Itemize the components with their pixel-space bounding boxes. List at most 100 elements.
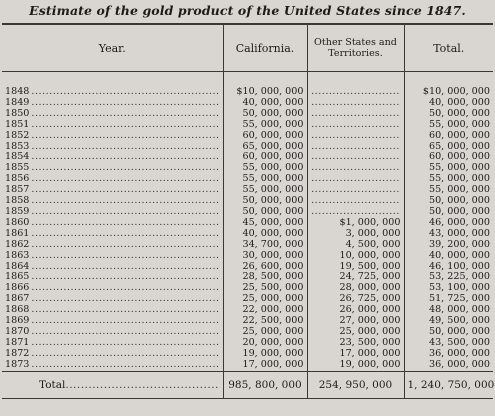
year-cell: 1859 bbox=[5, 206, 30, 217]
total-cell: 50, 000, 000 bbox=[403, 206, 493, 218]
leader-dots: ........................................… bbox=[31, 228, 220, 239]
table-body: 1848....................................… bbox=[2, 71, 493, 372]
header-california: California. bbox=[222, 23, 307, 72]
table-row: 1858....................................… bbox=[2, 196, 493, 207]
other-states-cell: 3, 000, 000 bbox=[306, 228, 404, 240]
table-row: 1865....................................… bbox=[2, 272, 493, 284]
table-row: 1854....................................… bbox=[2, 152, 493, 164]
leader-dots: ........................................… bbox=[31, 294, 220, 305]
total-california: 985, 800, 000 bbox=[222, 370, 307, 399]
total-cell: 55, 000, 000 bbox=[403, 163, 493, 175]
year-cell: 1856 bbox=[5, 174, 30, 185]
table-row: 1866....................................… bbox=[2, 283, 493, 295]
leader-dots: ........................................… bbox=[31, 283, 220, 294]
gold-product-table: Year. California. Other States and Terri… bbox=[2, 23, 494, 399]
california-cell: 40, 000, 000 bbox=[222, 97, 307, 109]
other-states-cell: 19, 000, 000 bbox=[306, 359, 404, 372]
table-row: 1850....................................… bbox=[2, 108, 493, 120]
total-label: Total bbox=[39, 378, 66, 391]
total-cell: 55, 000, 000 bbox=[403, 119, 493, 131]
year-cell: 1849 bbox=[5, 97, 30, 108]
total-cell: 40, 000, 000 bbox=[403, 97, 493, 109]
table-row: 1851....................................… bbox=[2, 119, 493, 131]
leader-dots: ........................................… bbox=[31, 326, 220, 337]
total-cell: 50, 000, 000 bbox=[403, 108, 493, 120]
other-states-cell: 10, 000, 000 bbox=[306, 250, 404, 262]
year-cell: 1852 bbox=[5, 130, 30, 141]
year-cell: 1862 bbox=[5, 239, 30, 250]
spacer-row bbox=[2, 71, 493, 87]
year-cell: 1863 bbox=[5, 250, 30, 261]
california-cell: 55, 000, 000 bbox=[222, 163, 307, 175]
total-cell: 53, 100, 000 bbox=[403, 283, 493, 295]
header-row: Year. California. Other States and Terri… bbox=[2, 23, 493, 72]
table-row: 1860....................................… bbox=[2, 217, 493, 229]
year-cell: 1853 bbox=[5, 141, 30, 152]
california-cell: 60, 000, 000 bbox=[222, 130, 307, 142]
total-cell: 55, 000, 000 bbox=[403, 174, 493, 186]
other-states-cell: 25, 000, 000 bbox=[306, 326, 404, 338]
total-cell: 46, 000, 000 bbox=[403, 217, 493, 229]
total-cell: 65, 000, 000 bbox=[403, 141, 493, 153]
other-states-empty-dots: ......................... bbox=[306, 130, 404, 142]
total-cell: 60, 000, 000 bbox=[403, 152, 493, 164]
leader-dots: ........................................… bbox=[31, 359, 220, 370]
leader-dots: ........................................… bbox=[31, 261, 220, 272]
total-cell: $10, 000, 000 bbox=[403, 87, 493, 98]
california-cell: 40, 000, 000 bbox=[222, 228, 307, 240]
other-states-cell: $1, 000, 000 bbox=[306, 217, 404, 229]
california-cell: 55, 000, 000 bbox=[222, 185, 307, 197]
year-cell: 1871 bbox=[5, 337, 30, 348]
leader-dots: ........................................… bbox=[31, 239, 220, 250]
leader-dots: ........................................… bbox=[31, 141, 220, 152]
total-cell: 51, 725, 000 bbox=[403, 294, 493, 306]
leader-dots: ........................................… bbox=[31, 250, 220, 261]
year-cell: 1860 bbox=[5, 217, 30, 228]
other-states-empty-dots: ......................... bbox=[306, 174, 404, 186]
california-cell: 30, 000, 000 bbox=[222, 250, 307, 262]
table-row: 1864....................................… bbox=[2, 261, 493, 273]
table-row: 1852....................................… bbox=[2, 130, 493, 142]
other-states-empty-dots: ......................... bbox=[306, 152, 404, 164]
total-cell: 40, 000, 000 bbox=[403, 250, 493, 262]
table-row: 1873....................................… bbox=[2, 359, 493, 372]
table-row: 1861....................................… bbox=[2, 228, 493, 240]
leader-dots: ........................................… bbox=[31, 87, 220, 97]
total-cell: 36, 000, 000 bbox=[403, 348, 493, 360]
leader-dots: ........................................… bbox=[31, 97, 220, 108]
header-other-states: Other States and Territories. bbox=[306, 23, 404, 72]
year-cell: 1870 bbox=[5, 326, 30, 337]
other-states-cell: 28, 000, 000 bbox=[306, 283, 404, 295]
leader-dots: ........................................… bbox=[31, 316, 220, 327]
other-states-empty-dots: ......................... bbox=[306, 97, 404, 109]
california-cell: 45, 000, 000 bbox=[222, 217, 307, 229]
total-cell: 53, 225, 000 bbox=[403, 272, 493, 284]
table-title: Estimate of the gold product of the Unit… bbox=[29, 3, 466, 18]
year-cell: 1851 bbox=[5, 119, 30, 130]
total-cell: 43, 500, 000 bbox=[403, 337, 493, 349]
total-cell: 50, 000, 000 bbox=[403, 196, 493, 207]
other-states-empty-dots: ......................... bbox=[306, 163, 404, 175]
other-states-empty-dots: ......................... bbox=[306, 87, 404, 98]
other-states-cell: 27, 000, 000 bbox=[306, 316, 404, 327]
other-states-cell: 17, 000, 000 bbox=[306, 348, 404, 360]
year-cell: 1858 bbox=[5, 196, 30, 207]
table-row: 1857....................................… bbox=[2, 185, 493, 197]
total-cell: 36, 000, 000 bbox=[403, 359, 493, 372]
california-cell: 25, 500, 000 bbox=[222, 283, 307, 295]
other-states-empty-dots: ......................... bbox=[306, 108, 404, 120]
table-row: 1856....................................… bbox=[2, 174, 493, 186]
other-states-cell: 4, 500, 000 bbox=[306, 239, 404, 251]
other-states-empty-dots: ......................... bbox=[306, 141, 404, 153]
leader-dots: ........................................… bbox=[31, 119, 220, 130]
leader-dots: ........................................… bbox=[31, 163, 220, 174]
table-row: 1870....................................… bbox=[2, 326, 493, 338]
table-row: 1869....................................… bbox=[2, 316, 493, 327]
table-row: 1867....................................… bbox=[2, 294, 493, 306]
year-cell: 1864 bbox=[5, 261, 30, 272]
year-cell: 1869 bbox=[5, 316, 30, 327]
table-row: 1863....................................… bbox=[2, 250, 493, 262]
other-states-cell: 26, 725, 000 bbox=[306, 294, 404, 306]
california-cell: 60, 000, 000 bbox=[222, 152, 307, 164]
year-cell: 1848 bbox=[5, 87, 30, 97]
